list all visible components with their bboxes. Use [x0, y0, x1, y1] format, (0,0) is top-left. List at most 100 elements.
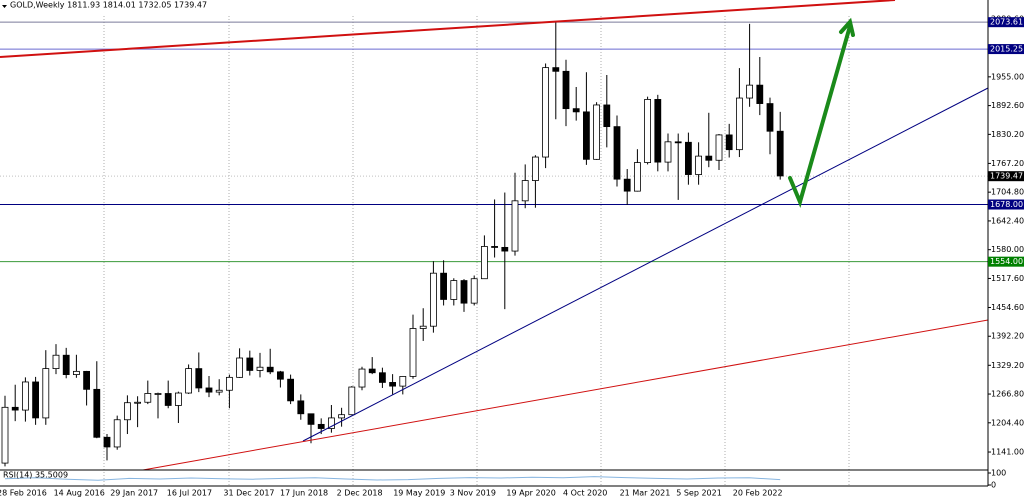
price-level-tag [988, 171, 1024, 182]
candle-body [654, 99, 662, 163]
candle-body [521, 180, 529, 202]
candle-body [389, 382, 397, 387]
candle-body [491, 246, 499, 248]
candle-body [460, 280, 468, 304]
rsi-line [4, 476, 781, 481]
candle-body [317, 423, 325, 429]
candle-body [21, 381, 29, 411]
rsi-label: RSI(14) 35.5009 [3, 471, 68, 480]
candle-body [562, 70, 570, 110]
menu-arrow [2, 5, 7, 8]
candle-body [378, 372, 386, 383]
x-tick-label: 2 Dec 2018 [337, 489, 383, 498]
x-tick-label: 31 Dec 2017 [223, 489, 274, 498]
candle-body [664, 141, 672, 163]
chart-title: GOLD,Weekly 1811.93 1814.01 1732.05 1739… [10, 1, 207, 10]
x-tick-label: 4 Oct 2020 [563, 489, 607, 498]
candle-body [766, 103, 774, 132]
candle-body [409, 328, 417, 377]
x-tick-label: 29 Jan 2017 [110, 489, 158, 498]
y-tick-label: 1830.20 [991, 130, 1024, 139]
candle-body [532, 156, 539, 181]
price-level-label: 2015.25 [990, 45, 1023, 54]
candle-body [11, 406, 19, 411]
candle-body [154, 393, 162, 395]
y-tick-label: 1767.20 [991, 159, 1024, 168]
candle-body [307, 413, 315, 425]
candle-body [185, 368, 193, 394]
time-grid [103, 16, 850, 486]
y-tick-label: 1141.00 [991, 448, 1024, 457]
candle-body [593, 104, 600, 160]
price-level-label: 1554.00 [990, 257, 1023, 266]
candle-body [62, 354, 70, 375]
candle-body [113, 419, 121, 448]
candle-body [480, 246, 488, 280]
candle-body [644, 99, 651, 163]
x-tick-label: 5 Sep 2021 [676, 489, 722, 498]
candle-body [287, 378, 295, 402]
x-tick-label: 3 Nov 2019 [450, 489, 496, 498]
x-tick-label: 19 May 2019 [393, 489, 445, 498]
candle-body [634, 162, 641, 192]
candle-body [583, 111, 590, 160]
candle-body [613, 126, 621, 180]
candle-body [276, 371, 284, 380]
candle-body [42, 368, 50, 419]
candle-body [52, 354, 60, 369]
candle-body [256, 366, 264, 371]
y-tick-label: 1454.60 [991, 303, 1024, 312]
price-level-tag [988, 199, 1024, 210]
candle-body [501, 246, 509, 252]
candle-body [674, 141, 682, 144]
candle-body [440, 272, 448, 300]
trend-lines [0, 0, 989, 471]
x-tick-label: 21 Mar 2021 [620, 489, 671, 498]
x-tick-label: 28 Feb 2016 [0, 489, 47, 498]
candle-body [246, 357, 254, 371]
candles [1, 21, 784, 467]
candle-body [746, 84, 753, 99]
axes: 2080.601955.001892.601830.201767.201704.… [0, 14, 1024, 498]
candle-body [164, 393, 172, 406]
candle-body [348, 386, 356, 416]
x-tick-label: 17 Jun 2018 [280, 489, 328, 498]
candle-body [205, 387, 213, 393]
candle-body [134, 401, 142, 404]
y-tick-label: 1892.60 [991, 101, 1024, 110]
candle-body [144, 393, 152, 403]
candle-body [429, 272, 437, 327]
candle-body [399, 376, 407, 387]
candle-body [124, 402, 131, 421]
x-tick-label: 19 Apr 2020 [506, 489, 555, 498]
candle-body [756, 84, 764, 104]
candle-body [266, 366, 274, 373]
candle-body [419, 325, 427, 329]
x-tick-label: 16 Jul 2017 [167, 489, 212, 498]
candle-body [174, 392, 182, 406]
price-level-tag [988, 17, 1024, 28]
y-tick-label: 1392.20 [991, 332, 1024, 341]
candle-body [736, 97, 743, 151]
y-tick-label: 1517.60 [991, 274, 1024, 283]
candle-body [685, 141, 692, 175]
x-tick-label: 20 Feb 2022 [733, 489, 783, 498]
candle-body [93, 388, 101, 438]
candle-body [225, 376, 233, 391]
candle-body [705, 155, 713, 161]
candle-body [338, 414, 346, 419]
candle-body [73, 370, 80, 375]
candle-body [603, 104, 611, 128]
price-level-tag [988, 256, 1024, 267]
y-tick-label: 1266.80 [991, 390, 1024, 399]
y-tick-label: 1204.40 [991, 418, 1024, 427]
candle-body [715, 134, 723, 161]
candle-body [83, 370, 90, 390]
candle-body [358, 368, 366, 388]
candle-body [511, 200, 519, 252]
y-tick-label: 1642.40 [991, 216, 1024, 225]
levels [0, 21, 988, 263]
price-level-tag [988, 44, 1024, 55]
x-tick-label: 14 Aug 2016 [54, 489, 105, 498]
